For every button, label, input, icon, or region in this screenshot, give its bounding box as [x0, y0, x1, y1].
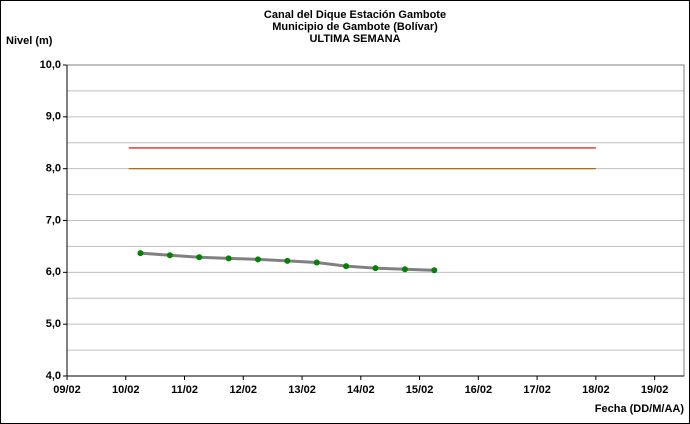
y-tick-label: 9,0 [46, 111, 61, 123]
x-tick-label: 17/02 [523, 384, 551, 396]
y-tick-label: 8,0 [46, 163, 61, 175]
point [401, 266, 408, 273]
point [225, 255, 232, 262]
point [166, 252, 173, 259]
point [137, 250, 144, 257]
y-tick-label: 7,0 [46, 214, 61, 226]
x-axis-label: Fecha (DD/M/AA) [595, 403, 685, 415]
y-tick-label: 6,0 [46, 266, 61, 278]
point [431, 267, 438, 274]
x-tick-label: 14/02 [347, 384, 375, 396]
x-tick-label: 10/02 [112, 384, 140, 396]
y-tick-label: 4,0 [46, 370, 61, 382]
x-tick-label: 12/02 [230, 384, 258, 396]
x-tick-label: 13/02 [288, 384, 316, 396]
x-tick-label: 15/02 [406, 384, 434, 396]
point [196, 254, 203, 261]
point [284, 257, 291, 264]
point [313, 259, 320, 266]
chart-title: Canal del Dique Estación Gambote [264, 9, 446, 21]
x-tick-label: 18/02 [582, 384, 610, 396]
point [372, 265, 379, 272]
x-tick-label: 09/02 [53, 384, 81, 396]
y-tick-label: 5,0 [46, 318, 61, 330]
y-tick-label: 10,0 [40, 59, 61, 71]
x-tick-label: 11/02 [171, 384, 198, 396]
x-tick-label: 16/02 [465, 384, 493, 396]
point [254, 256, 261, 263]
chart-title: ULTIMA SEMANA [309, 33, 400, 45]
y-axis-label: Nivel (m) [6, 35, 53, 47]
point [343, 263, 350, 270]
x-tick-label: 19/02 [641, 384, 669, 396]
chart-title: Municipio de Gambote (Bolívar) [272, 21, 438, 33]
